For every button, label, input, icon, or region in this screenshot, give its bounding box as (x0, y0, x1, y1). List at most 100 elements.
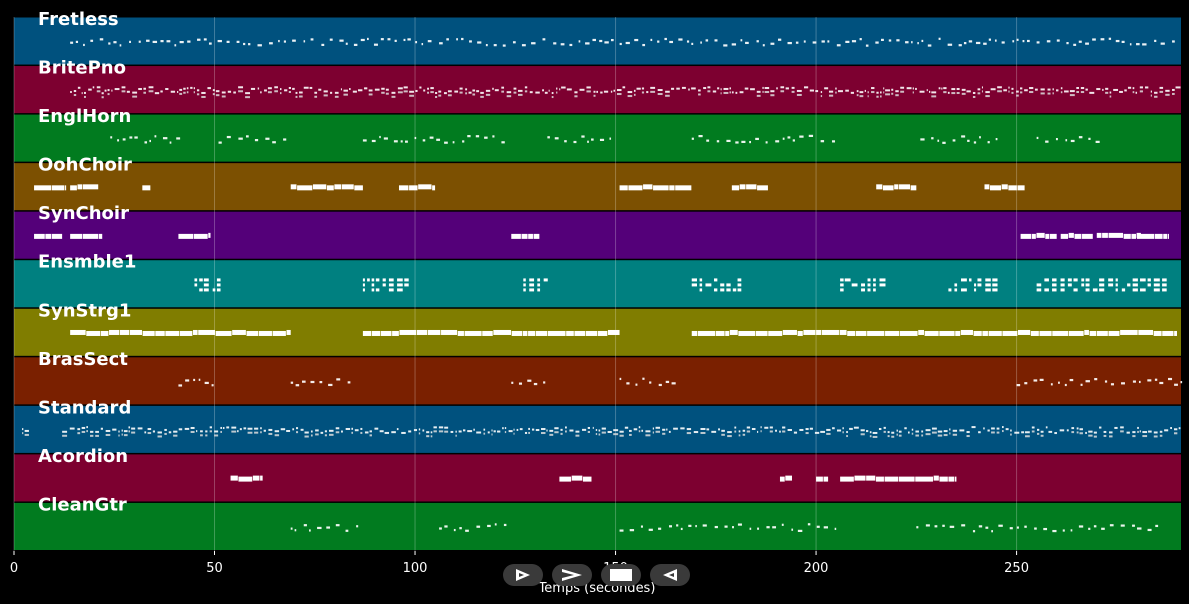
note (174, 44, 177, 47)
note (81, 426, 86, 429)
note (559, 88, 561, 91)
note (454, 90, 459, 93)
fast-forward-button[interactable] (552, 564, 592, 586)
note (770, 90, 775, 93)
note (1016, 90, 1019, 93)
note (668, 430, 671, 433)
note (823, 476, 829, 482)
note (123, 434, 128, 437)
note (943, 430, 948, 433)
note (1070, 529, 1073, 532)
note (599, 138, 605, 141)
note (622, 86, 626, 89)
note (766, 526, 770, 529)
note (1085, 88, 1088, 91)
note (101, 96, 104, 99)
note (595, 429, 598, 432)
note (896, 429, 898, 432)
note (364, 87, 368, 90)
note (399, 329, 417, 335)
note (912, 91, 914, 94)
note (977, 283, 982, 287)
note (988, 330, 1002, 336)
note (1040, 92, 1045, 95)
note (341, 184, 354, 190)
note (1037, 428, 1040, 431)
note (547, 136, 550, 139)
note (842, 431, 844, 434)
note (971, 426, 976, 429)
note (258, 330, 272, 336)
note (888, 39, 892, 42)
note (250, 87, 256, 90)
note (245, 92, 251, 95)
note (508, 430, 513, 433)
note (138, 40, 141, 43)
note (430, 87, 434, 90)
note (972, 95, 976, 98)
note (528, 233, 533, 239)
note (418, 432, 421, 435)
note (653, 185, 669, 191)
note (1071, 431, 1075, 434)
note (243, 42, 246, 46)
note (1137, 527, 1142, 530)
note (315, 429, 319, 432)
note (726, 139, 731, 143)
note (873, 288, 876, 292)
note (627, 91, 633, 94)
note (149, 139, 151, 143)
note (427, 87, 430, 90)
note (310, 380, 315, 384)
note (164, 432, 167, 435)
note (727, 435, 732, 438)
note (919, 90, 925, 93)
note (160, 90, 163, 93)
note (360, 431, 363, 434)
note (190, 86, 193, 89)
note (226, 135, 231, 139)
note (887, 431, 890, 434)
note (290, 381, 294, 384)
note (351, 431, 354, 434)
note (274, 90, 278, 93)
rewind-button[interactable] (650, 564, 690, 586)
note (231, 426, 237, 429)
stop-button[interactable] (601, 564, 641, 586)
note (1031, 430, 1035, 433)
note (215, 330, 232, 336)
note (121, 90, 126, 93)
note (815, 90, 819, 93)
note (304, 431, 309, 434)
note (587, 426, 590, 429)
play-button[interactable] (503, 564, 543, 586)
note (982, 330, 988, 336)
note (916, 526, 919, 529)
note (840, 288, 844, 292)
note (360, 427, 363, 430)
note (1121, 382, 1125, 385)
note (700, 41, 702, 44)
note (560, 428, 563, 431)
note (184, 427, 190, 430)
note (960, 329, 973, 335)
note (1147, 379, 1152, 382)
note (641, 87, 645, 90)
note (477, 41, 482, 44)
note (1132, 524, 1135, 527)
note (205, 434, 208, 437)
note (427, 91, 430, 94)
note (226, 426, 230, 429)
note (943, 87, 947, 90)
note (803, 40, 806, 43)
note (664, 37, 667, 41)
note (343, 89, 348, 92)
note (607, 430, 612, 433)
note (1067, 283, 1072, 287)
note (737, 278, 742, 282)
note (641, 91, 645, 94)
note (362, 139, 367, 142)
note (279, 92, 282, 95)
note (816, 329, 822, 335)
